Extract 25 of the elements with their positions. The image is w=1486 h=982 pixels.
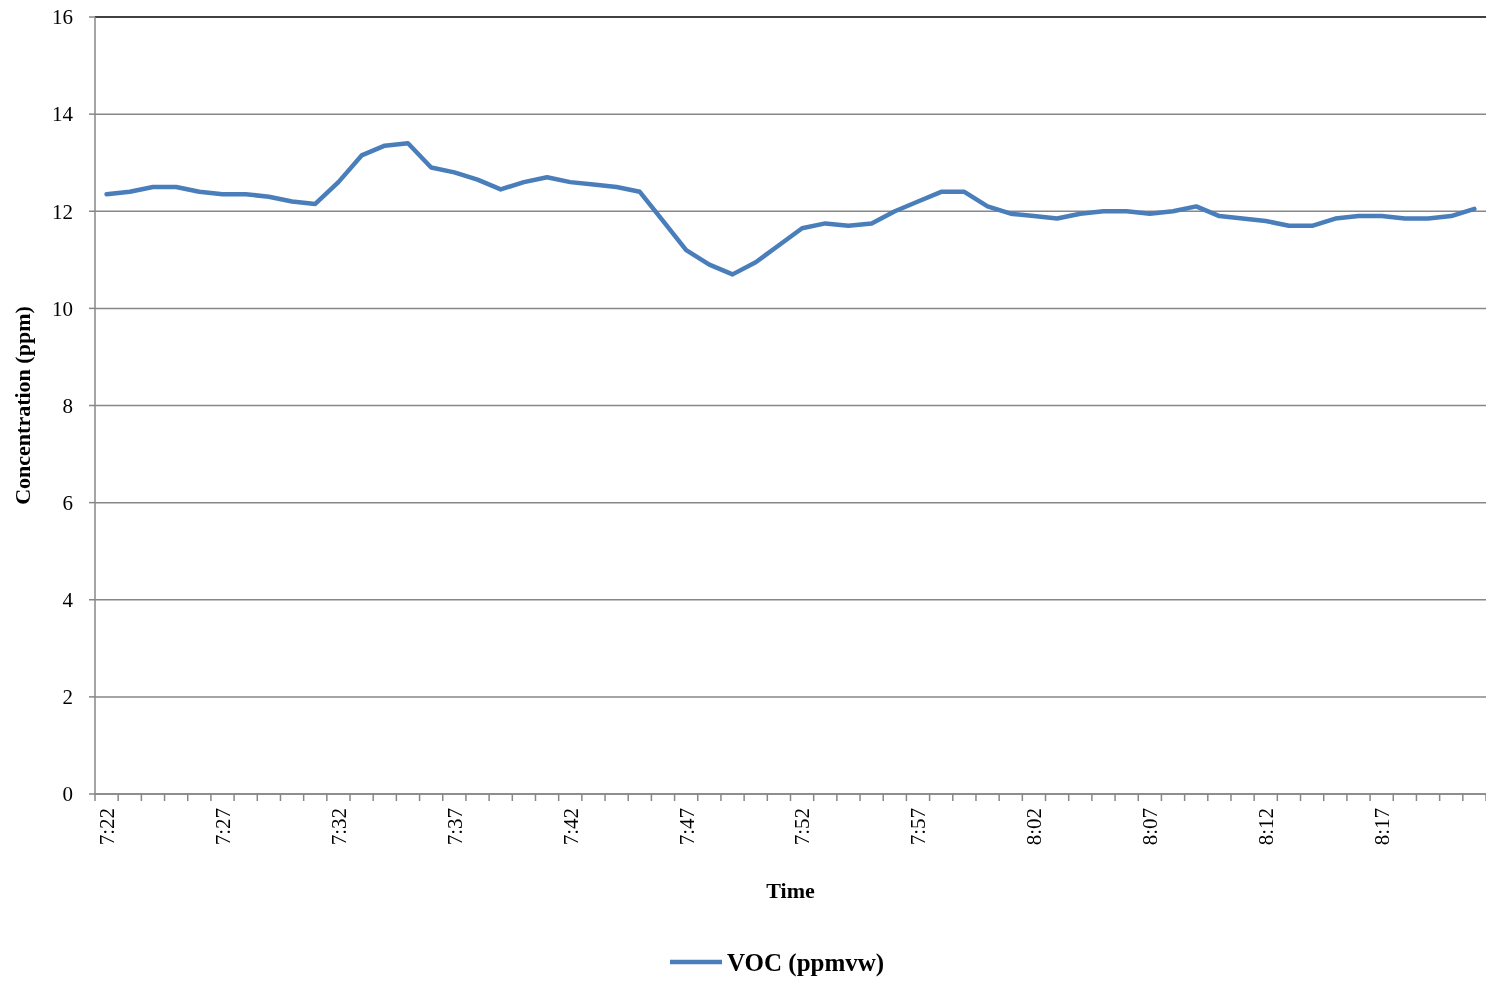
x-tick-label: 8:12 — [1254, 808, 1279, 846]
y-tick-label: 4 — [62, 588, 74, 613]
line-series — [104, 141, 1477, 277]
x-tick-label: 8:07 — [1138, 808, 1163, 846]
legend-label: VOC (ppmvw) — [727, 948, 885, 977]
x-tick-label: 7:52 — [790, 808, 815, 846]
y-tick-label: 14 — [52, 102, 74, 127]
y-tick-label: 10 — [52, 296, 73, 321]
x-tick-label: 7:37 — [442, 808, 467, 846]
y-tick-label: 0 — [62, 782, 73, 807]
x-tick-label: 7:27 — [210, 808, 235, 846]
x-tick-label: 7:22 — [94, 808, 119, 846]
y-tick-label: 2 — [62, 685, 73, 710]
x-tick-label: 7:47 — [674, 808, 699, 846]
x-tick-label: 7:32 — [326, 808, 351, 846]
y-tick-label: 16 — [52, 5, 73, 30]
y-tick-label: 12 — [52, 199, 73, 224]
y-tick-label: 8 — [62, 393, 73, 418]
x-axis-title: Time — [766, 878, 815, 903]
x-tick-label: 8:17 — [1370, 808, 1395, 846]
x-tick-label: 7:57 — [906, 808, 931, 846]
x-tick-label: 8:02 — [1022, 808, 1047, 846]
y-tick-label: 6 — [62, 490, 73, 515]
y-axis-title: Concentration (ppm) — [10, 306, 35, 505]
x-tick-label: 7:42 — [558, 808, 583, 846]
